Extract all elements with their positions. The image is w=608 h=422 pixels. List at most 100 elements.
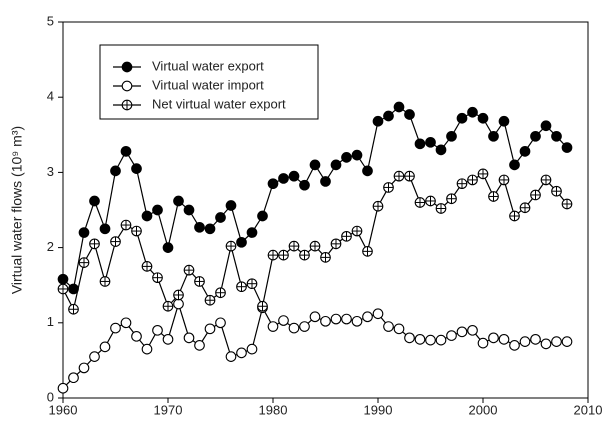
marker bbox=[68, 372, 79, 384]
marker bbox=[121, 61, 133, 73]
marker bbox=[477, 337, 489, 349]
marker-circle bbox=[320, 315, 331, 327]
marker-circle bbox=[246, 343, 258, 355]
marker bbox=[204, 223, 216, 235]
marker bbox=[393, 323, 405, 335]
marker bbox=[68, 283, 79, 295]
y-tick-label: 2 bbox=[47, 239, 54, 254]
marker bbox=[99, 223, 111, 235]
marker bbox=[488, 191, 499, 202]
legend-label: Virtual water import bbox=[152, 77, 264, 92]
marker-circle bbox=[288, 170, 300, 182]
marker bbox=[152, 324, 163, 336]
marker-circle bbox=[446, 330, 457, 341]
marker-circle bbox=[530, 130, 541, 142]
marker bbox=[561, 142, 573, 153]
marker-circle bbox=[383, 321, 394, 332]
marker bbox=[404, 109, 415, 120]
marker-circle bbox=[173, 298, 184, 310]
marker bbox=[68, 303, 79, 315]
marker-circle bbox=[456, 112, 468, 124]
marker-circle bbox=[236, 347, 247, 359]
marker-circle bbox=[372, 115, 384, 127]
marker bbox=[194, 276, 205, 287]
marker bbox=[467, 324, 478, 336]
marker bbox=[425, 334, 436, 346]
marker bbox=[320, 315, 331, 327]
marker bbox=[99, 276, 111, 287]
marker-circle bbox=[425, 136, 436, 148]
y-tick-label: 0 bbox=[47, 389, 54, 404]
marker-circle bbox=[121, 80, 133, 92]
marker-circle bbox=[561, 142, 573, 153]
marker bbox=[236, 347, 247, 359]
marker bbox=[299, 249, 310, 261]
marker bbox=[425, 195, 436, 207]
y-tick-label: 5 bbox=[47, 13, 54, 28]
marker-circle bbox=[173, 195, 184, 207]
marker bbox=[446, 193, 457, 205]
marker bbox=[383, 182, 394, 193]
marker-circle bbox=[89, 351, 100, 362]
marker bbox=[57, 382, 69, 394]
marker bbox=[194, 340, 205, 351]
marker-circle bbox=[141, 343, 153, 355]
marker-circle bbox=[519, 145, 531, 157]
marker-circle bbox=[183, 332, 195, 344]
marker-circle bbox=[530, 333, 541, 345]
marker bbox=[530, 130, 541, 142]
marker-circle bbox=[320, 176, 331, 187]
marker-circle bbox=[183, 204, 195, 216]
marker bbox=[372, 200, 384, 212]
marker bbox=[320, 252, 331, 263]
marker bbox=[236, 236, 247, 248]
marker-circle bbox=[57, 273, 69, 285]
marker-circle bbox=[204, 323, 216, 335]
legend-label: Virtual water export bbox=[152, 58, 264, 73]
marker bbox=[131, 163, 142, 174]
marker-circle bbox=[204, 223, 216, 235]
marker bbox=[456, 326, 468, 338]
marker bbox=[467, 174, 478, 186]
y-tick-label: 3 bbox=[47, 164, 54, 179]
marker bbox=[299, 179, 310, 191]
marker-circle bbox=[372, 308, 384, 320]
marker-circle bbox=[551, 336, 562, 347]
marker-circle bbox=[299, 321, 310, 332]
marker bbox=[498, 115, 510, 127]
marker bbox=[414, 197, 426, 208]
marker bbox=[362, 246, 373, 257]
marker bbox=[215, 212, 226, 223]
x-tick-label: 2000 bbox=[469, 402, 498, 417]
marker-circle bbox=[467, 106, 478, 118]
marker bbox=[383, 321, 394, 332]
marker-circle bbox=[446, 130, 457, 142]
marker-circle bbox=[278, 315, 289, 326]
marker bbox=[509, 210, 520, 222]
marker bbox=[204, 323, 216, 335]
marker bbox=[551, 185, 562, 197]
marker-circle bbox=[110, 165, 121, 177]
marker bbox=[341, 230, 352, 242]
x-tick-label: 1960 bbox=[49, 402, 78, 417]
marker bbox=[162, 242, 174, 253]
marker-circle bbox=[456, 326, 468, 338]
marker bbox=[372, 115, 384, 127]
marker bbox=[551, 336, 562, 347]
marker bbox=[341, 152, 352, 163]
marker bbox=[320, 176, 331, 187]
marker bbox=[404, 332, 415, 344]
marker-circle bbox=[215, 212, 226, 223]
marker bbox=[110, 236, 121, 247]
marker-circle bbox=[131, 163, 142, 174]
marker bbox=[425, 136, 436, 148]
marker bbox=[309, 159, 321, 171]
marker bbox=[393, 170, 405, 182]
marker bbox=[120, 219, 132, 231]
marker-circle bbox=[309, 159, 321, 171]
marker bbox=[519, 145, 531, 157]
marker bbox=[120, 145, 132, 157]
marker bbox=[173, 298, 184, 310]
marker-circle bbox=[540, 120, 552, 132]
marker-circle bbox=[99, 223, 111, 235]
